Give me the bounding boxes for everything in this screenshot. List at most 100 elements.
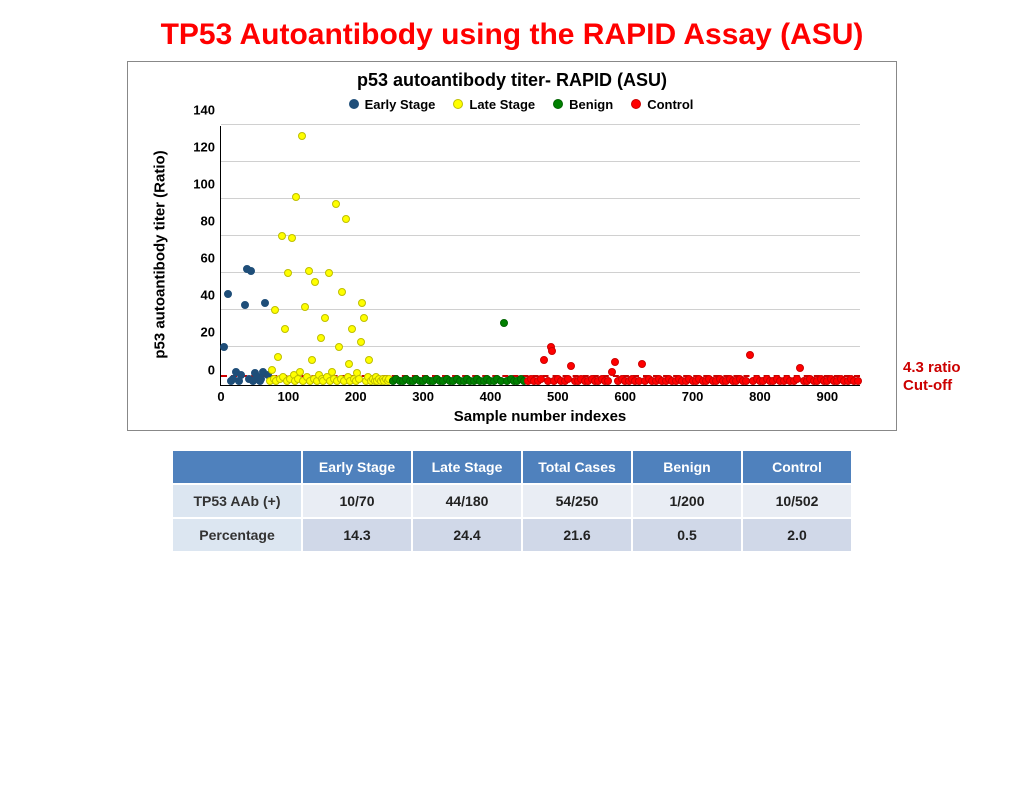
data-point [317,334,325,342]
legend-label: Control [647,97,693,112]
chart-legend: Early Stage Late Stage Benign Control [128,96,896,112]
x-tick-label: 600 [614,385,636,404]
table-cell: 21.6 [522,518,632,552]
table-cell: 44/180 [412,484,522,518]
x-tick-label: 300 [412,385,434,404]
table-cell: 54/250 [522,484,632,518]
data-point [548,347,556,355]
data-point [305,267,313,275]
table-column-header: Total Cases [522,450,632,484]
table-cell: 10/502 [742,484,852,518]
legend-swatch [349,99,359,109]
gridline [221,124,860,125]
data-point [500,319,508,327]
table-cell: 24.4 [412,518,522,552]
data-point [365,356,373,364]
data-point [338,288,346,296]
data-point [284,269,292,277]
results-table: Early StageLate StageTotal CasesBenignCo… [171,449,853,553]
data-point [220,343,228,351]
y-tick-label: 120 [193,139,221,154]
data-point [278,232,286,240]
legend-label: Early Stage [365,97,436,112]
table-cell: 2.0 [742,518,852,552]
gridline [221,161,860,162]
table-column-header: Benign [632,450,742,484]
data-point [281,325,289,333]
data-point [325,269,333,277]
data-point [540,356,548,364]
data-point [342,215,350,223]
data-point [638,360,646,368]
data-point [360,314,368,322]
data-point [335,343,343,351]
x-tick-label: 100 [278,385,300,404]
y-tick-label: 140 [193,102,221,117]
gridline [221,309,860,310]
scatter-chart: p53 autoantibody titer- RAPID (ASU) Early… [127,61,897,431]
data-point [311,278,319,286]
legend-label: Late Stage [469,97,535,112]
data-point [268,366,276,374]
data-point [224,290,232,298]
table-cell: 14.3 [302,518,412,552]
x-tick-label: 200 [345,385,367,404]
x-tick-label: 400 [480,385,502,404]
data-point [796,364,804,372]
data-point [321,314,329,322]
table-column-header: Late Stage [412,450,522,484]
chart-title: p53 autoantibody titer- RAPID (ASU) [128,70,896,91]
slide-title: TP53 Autoantibody using the RAPID Assay … [40,18,984,53]
y-axis-label: p53 autoantibody titer (Ratio) [152,124,169,384]
table-column-header: Early Stage [302,450,412,484]
gridline [221,346,860,347]
data-point [308,356,316,364]
gridline [221,235,860,236]
data-point [241,301,249,309]
data-point [237,371,245,379]
data-point [271,306,279,314]
x-tick-label: 500 [547,385,569,404]
table-header-blank [172,450,302,484]
table-cell: 1/200 [632,484,742,518]
data-point [746,351,754,359]
legend-swatch [553,99,563,109]
results-table-host: Early StageLate StageTotal CasesBenignCo… [0,449,1024,553]
data-point [611,358,619,366]
y-tick-label: 100 [193,176,221,191]
table-cell: 0.5 [632,518,742,552]
x-axis-label: Sample number indexes [220,408,860,425]
legend-swatch [631,99,641,109]
data-point [358,299,366,307]
data-point [345,360,353,368]
x-tick-label: 800 [749,385,771,404]
table-cell: 10/70 [302,484,412,518]
data-point [854,377,862,385]
data-point [301,303,309,311]
table-row-header: Percentage [172,518,302,552]
y-tick-label: 60 [201,251,221,266]
legend-label: Benign [569,97,613,112]
gridline [221,198,860,199]
y-tick-label: 40 [201,288,221,303]
data-point [604,377,612,385]
gridline [221,272,860,273]
y-tick-label: 20 [201,325,221,340]
cutoff-label: 4.3 ratioCut-off [903,359,961,395]
data-point [298,132,306,140]
data-point [292,193,300,201]
plot-area: 0204060801001201400100200300400500600700… [220,126,860,386]
legend-swatch [453,99,463,109]
data-point [288,234,296,242]
table-row-header: TP53 AAb (+) [172,484,302,518]
x-tick-label: 0 [217,385,224,404]
x-tick-label: 900 [816,385,838,404]
y-tick-label: 80 [201,213,221,228]
data-point [608,368,616,376]
data-point [332,200,340,208]
x-tick-label: 700 [682,385,704,404]
data-point [247,267,255,275]
data-point [261,299,269,307]
data-point [348,325,356,333]
data-point [274,353,282,361]
